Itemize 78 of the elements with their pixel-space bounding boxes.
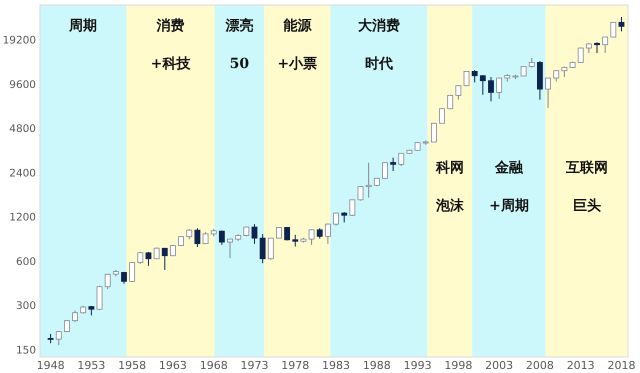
candlestick bbox=[316, 228, 323, 240]
candlestick bbox=[488, 76, 494, 102]
y-tick-label: 4800 bbox=[9, 123, 36, 136]
x-tick-label: 1973 bbox=[240, 359, 268, 372]
x-tick-label: 2013 bbox=[566, 359, 595, 372]
text: 能源+小票 bbox=[277, 18, 318, 72]
x-tick-label: 1983 bbox=[322, 359, 350, 372]
text: 金融+周期 bbox=[489, 160, 529, 214]
x-tick-label: 2008 bbox=[526, 359, 554, 372]
x-tick-label: 1953 bbox=[77, 359, 106, 372]
text: 科网泡沫 bbox=[436, 160, 464, 214]
candlestick bbox=[218, 230, 225, 246]
y-tick-label: 300 bbox=[16, 300, 36, 312]
candlestick bbox=[398, 152, 404, 166]
candlestick bbox=[194, 228, 200, 248]
candlestick bbox=[366, 162, 372, 198]
text: 大消费时代 bbox=[358, 18, 400, 72]
x-tick-label: 1963 bbox=[158, 359, 187, 372]
y-tick-label: 9600 bbox=[9, 78, 36, 91]
candlestick bbox=[162, 247, 168, 270]
candlestick bbox=[48, 333, 54, 344]
candlestick bbox=[341, 211, 348, 223]
candlestick bbox=[472, 70, 478, 83]
candlestick bbox=[390, 157, 396, 172]
candlestick bbox=[610, 21, 616, 38]
x-tick-label: 1968 bbox=[200, 359, 228, 372]
candlestick bbox=[578, 47, 584, 64]
y-tick-label: 600 bbox=[16, 256, 36, 268]
candlestick bbox=[439, 108, 445, 124]
candlestick bbox=[96, 285, 102, 310]
candlestick bbox=[358, 186, 364, 202]
candlestick bbox=[104, 273, 111, 290]
candlestick bbox=[382, 162, 388, 180]
text: 漂亮50 bbox=[225, 18, 254, 72]
x-tick-label: 1998 bbox=[444, 359, 472, 372]
x-tick-label: 1958 bbox=[118, 359, 146, 372]
y-tick-label: 2400 bbox=[9, 167, 36, 180]
candlestick bbox=[268, 237, 274, 260]
x-tick-label: 1993 bbox=[404, 359, 432, 372]
candlestick bbox=[308, 228, 314, 246]
candlestick bbox=[594, 42, 600, 54]
text: 消费+科技 bbox=[150, 18, 190, 72]
x-tick-label: 1988 bbox=[362, 359, 391, 372]
candlestick bbox=[284, 226, 290, 241]
y-tick-label: 19200 bbox=[2, 34, 36, 47]
x-tick-label: 2018 bbox=[607, 359, 636, 372]
x-tick-label: 1948 bbox=[36, 359, 65, 372]
candlestick bbox=[447, 94, 454, 110]
candlestick bbox=[252, 224, 258, 244]
candlestick bbox=[496, 77, 502, 100]
candlestick bbox=[430, 122, 437, 143]
candlestick bbox=[324, 222, 331, 244]
candlestick bbox=[528, 58, 535, 68]
candlestick bbox=[186, 228, 192, 240]
candlestick bbox=[333, 212, 339, 226]
x-tick-label: 1978 bbox=[281, 359, 310, 372]
y-tick-label: 150 bbox=[16, 344, 36, 356]
candlestick bbox=[72, 310, 78, 323]
candlestick bbox=[64, 320, 70, 333]
candlestick bbox=[545, 77, 552, 109]
candlestick bbox=[586, 42, 592, 54]
candlestick bbox=[480, 74, 486, 96]
candlestick bbox=[561, 66, 568, 78]
band-label: 周期 bbox=[68, 18, 98, 34]
candlestick bbox=[464, 71, 470, 86]
x-tick-label: 2003 bbox=[485, 359, 514, 372]
y-tick-label: 1200 bbox=[9, 212, 36, 224]
candlestick bbox=[349, 198, 356, 217]
candlestick bbox=[56, 330, 62, 346]
candlestick bbox=[602, 36, 608, 54]
candlestick bbox=[260, 234, 266, 264]
candlestick bbox=[227, 238, 233, 259]
text: 互联网巨头 bbox=[566, 160, 608, 214]
candlestick bbox=[146, 251, 152, 266]
candlestick bbox=[553, 70, 560, 82]
candlestick bbox=[455, 84, 462, 100]
candlestick bbox=[618, 16, 624, 32]
candlestick bbox=[137, 251, 144, 265]
